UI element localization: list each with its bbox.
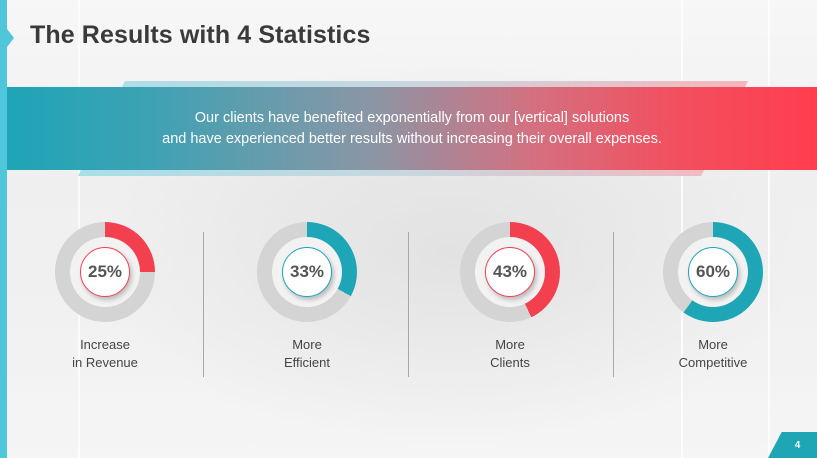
banner: Our clients have benefited exponentially… [7, 87, 817, 170]
banner-text-line-2: and have experienced better results with… [162, 130, 662, 147]
left-accent-bar [0, 0, 7, 458]
stat-clients: 43% More Clients [430, 222, 590, 372]
stat-efficient: 33% More Efficient [227, 222, 387, 372]
stat-value: 43% [485, 247, 535, 297]
stat-value: 60% [688, 247, 738, 297]
page-number-badge: 4 [768, 432, 817, 458]
stat-competitive: 60% More Competitive [633, 222, 793, 372]
donut-chart: 25% [55, 222, 155, 322]
donut-chart: 60% [663, 222, 763, 322]
divider [613, 232, 614, 377]
donut-chart: 43% [460, 222, 560, 322]
banner-text-line-1: Our clients have benefited exponentially… [194, 109, 630, 126]
stat-label: More Competitive [678, 337, 748, 370]
stat-label: More Efficient [283, 337, 330, 370]
divider [203, 232, 204, 377]
stat-value: 25% [80, 247, 130, 297]
stat-value: 33% [282, 247, 332, 297]
stat-label: Increase in Revenue [72, 337, 138, 370]
slide-title: The Results with 4 Statistics [30, 21, 371, 49]
stat-revenue: 25% Increase in Revenue [25, 222, 185, 372]
donut-chart: 33% [257, 222, 357, 322]
stat-label: More Clients [490, 337, 530, 370]
title-marker-icon [7, 29, 14, 47]
divider [408, 232, 409, 377]
